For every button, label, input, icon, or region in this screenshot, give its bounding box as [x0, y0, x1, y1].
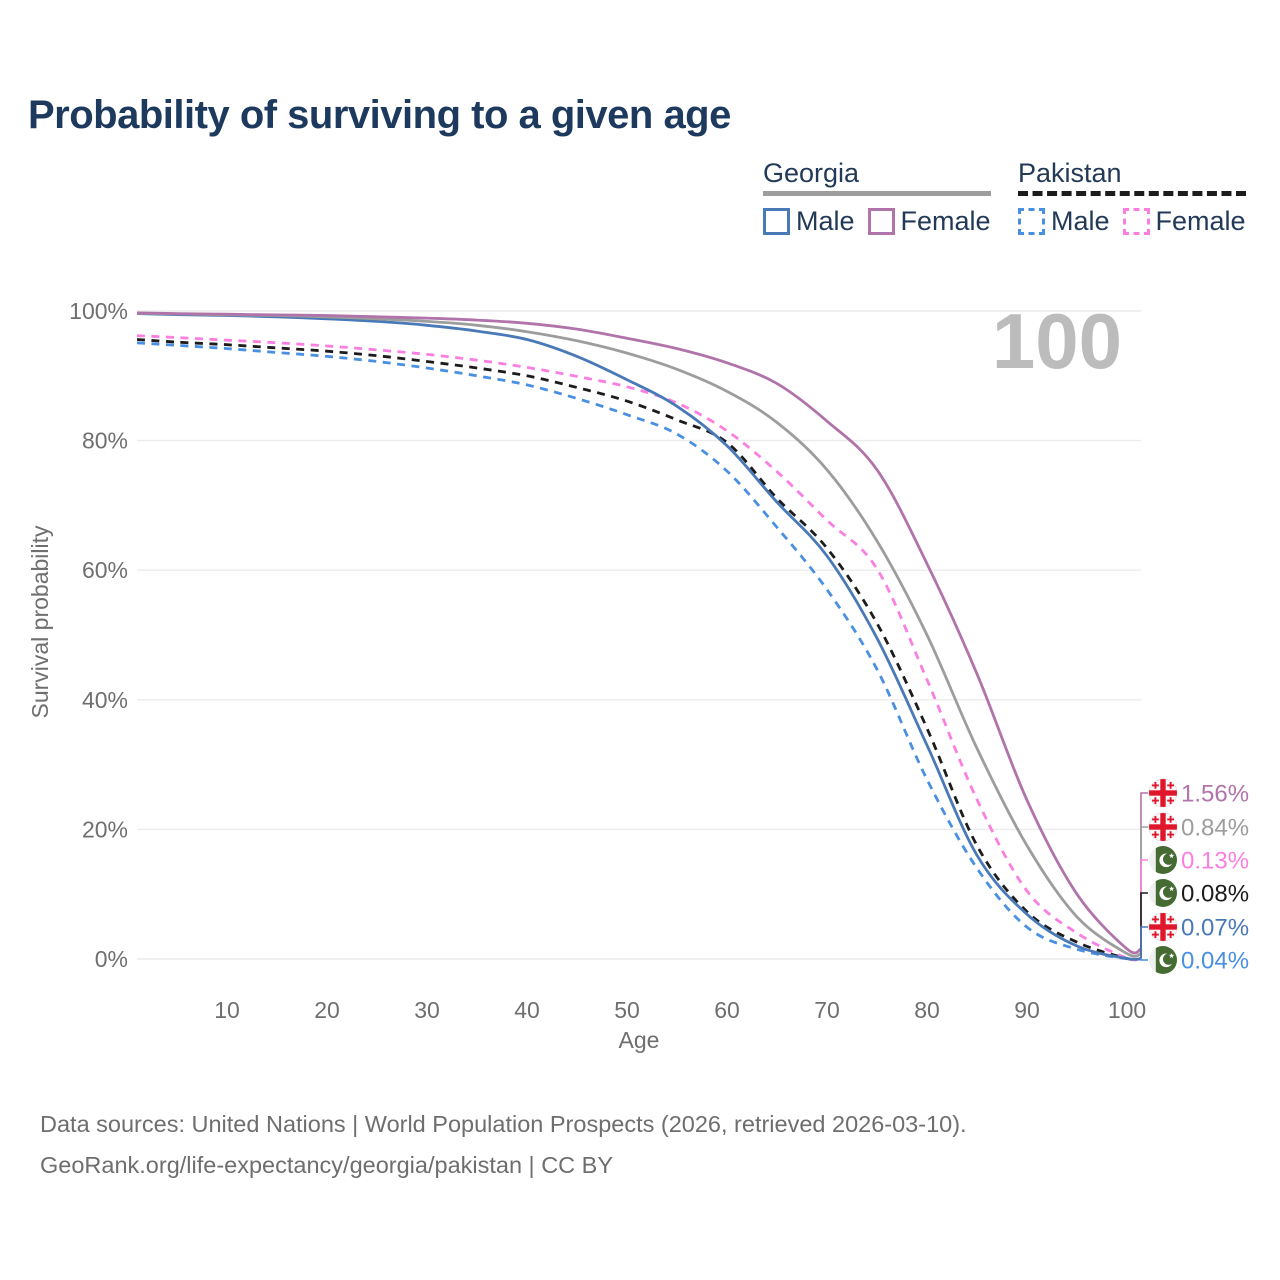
legend-item-pakistan-male[interactable]: Male [1018, 206, 1110, 237]
end-value-label-georgia-both-sexes: 0.84% [1181, 815, 1249, 842]
x-tick-label: 100 [1108, 997, 1146, 1023]
legend-georgia-title: Georgia [763, 158, 860, 188]
georgia-flag-icon [1148, 912, 1178, 942]
legend-label-georgia-female: Female [900, 206, 991, 236]
leader-line-georgia-both-sexes [1140, 826, 1148, 954]
leader-line-pakistan-female [1140, 859, 1148, 959]
end-value-label-pakistan-female: 0.13% [1181, 848, 1249, 875]
y-tick-label: 0% [95, 946, 128, 972]
y-tick-label: 40% [82, 687, 128, 713]
x-tick-label: 20 [314, 997, 340, 1023]
leader-line-pakistan-male [1140, 958, 1148, 961]
georgia-line-style-swatch [763, 191, 991, 196]
legend-label-pakistan-male: Male [1051, 206, 1110, 236]
y-axis-title: Survival probability [27, 525, 53, 719]
source-line-1: Data sources: United Nations | World Pop… [40, 1111, 967, 1137]
plot-region[interactable] [137, 311, 1141, 959]
georgia-flag-icon [1148, 812, 1178, 842]
pakistan-flag-icon [1149, 946, 1177, 974]
x-tick-label: 70 [814, 997, 840, 1023]
end-value-label-pakistan-male: 0.04% [1181, 948, 1249, 975]
age-watermark: 100 [992, 297, 1122, 385]
y-tick-label: 60% [82, 557, 128, 583]
legend-item-georgia-female[interactable]: Female [867, 206, 991, 237]
y-tick-label: 20% [82, 816, 128, 842]
legend-pakistan-title: Pakistan [1018, 158, 1122, 188]
end-value-label-georgia-male: 0.07% [1181, 915, 1249, 942]
legend-item-georgia-male[interactable]: Male [763, 206, 855, 237]
leader-line-pakistan-both-sexes [1140, 892, 1148, 959]
x-axis-title: Age [619, 1027, 660, 1053]
y-tick-label: 80% [82, 428, 128, 454]
georgia-flag-icon [1148, 778, 1178, 808]
end-value-label-georgia-female: 1.56% [1181, 781, 1249, 808]
series-line-georgia-female[interactable] [136, 311, 1142, 955]
series-line-pakistan-male[interactable] [136, 341, 1142, 961]
x-tick-label: 40 [514, 997, 540, 1023]
x-tick-label: 90 [1014, 997, 1040, 1023]
pakistan-male-swatch [1018, 208, 1045, 235]
x-tick-label: 80 [914, 997, 940, 1023]
pakistan-line-style-swatch [1018, 191, 1246, 196]
x-tick-label: 30 [414, 997, 440, 1023]
series-line-georgia-male[interactable] [136, 312, 1142, 961]
legend-label-pakistan-female: Female [1155, 206, 1246, 236]
y-tick-label: 100% [69, 298, 128, 324]
legend-item-pakistan-female[interactable]: Female [1122, 206, 1246, 237]
pakistan-female-swatch [1122, 208, 1150, 235]
chart-title: Probability of surviving to a given age [28, 93, 731, 137]
leader-line-georgia-male [1140, 926, 1148, 959]
x-tick-label: 60 [714, 997, 740, 1023]
legend-label-georgia-male: Male [796, 206, 855, 236]
pakistan-flag-icon [1149, 879, 1177, 907]
x-tick-label: 10 [214, 997, 240, 1023]
x-tick-label: 50 [614, 997, 640, 1023]
legend-group-georgia: Georgia Male Female [763, 158, 991, 237]
pakistan-flag-icon [1149, 846, 1177, 874]
source-line-2: GeoRank.org/life-expectancy/georgia/paki… [40, 1152, 614, 1178]
series-line-pakistan-both-sexes[interactable] [136, 338, 1142, 962]
end-value-label-pakistan-both-sexes: 0.08% [1181, 881, 1249, 908]
legend-group-pakistan: Pakistan Male Female [1018, 158, 1246, 237]
series-line-pakistan-female[interactable] [136, 334, 1142, 962]
leader-line-georgia-female [1140, 792, 1148, 949]
georgia-male-swatch [763, 208, 790, 235]
georgia-female-swatch [867, 208, 895, 235]
source-attribution: Data sources: United Nations | World Pop… [40, 1104, 967, 1186]
